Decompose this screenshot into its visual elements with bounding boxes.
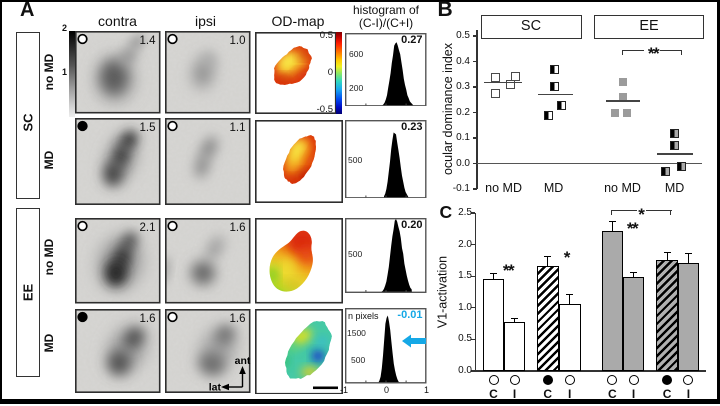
svg-text:lat: lat (209, 382, 222, 394)
svg-text:ant: ant (235, 355, 251, 367)
